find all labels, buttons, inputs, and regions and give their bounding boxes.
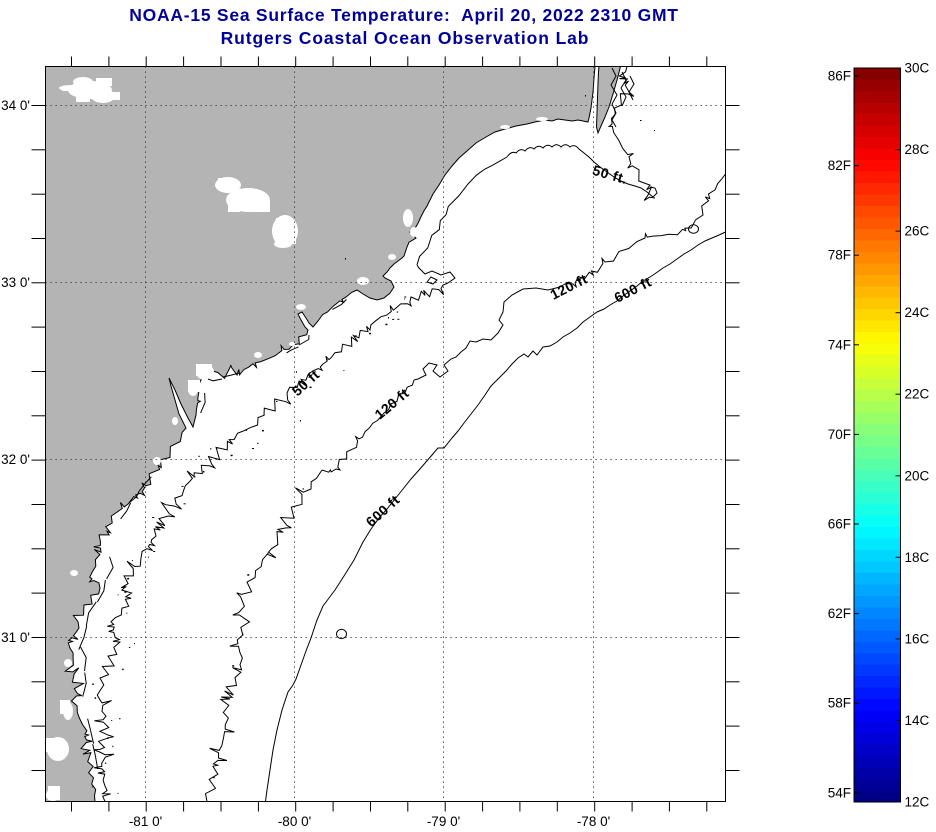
svg-text:16C: 16C [905, 631, 930, 646]
svg-text:NOAA-15 Sea Surface Temperatur: NOAA-15 Sea Surface Temperature: April 2… [129, 5, 678, 25]
svg-text:Rutgers Coastal Ocean Observat: Rutgers Coastal Ocean Observation Lab [221, 28, 590, 48]
svg-text:58F: 58F [828, 696, 851, 711]
svg-text:-79 0': -79 0' [427, 814, 460, 829]
svg-text:31 0': 31 0' [1, 630, 30, 645]
svg-text:54F: 54F [828, 785, 851, 800]
svg-text:26C: 26C [905, 224, 930, 239]
svg-text:-80 0': -80 0' [278, 814, 311, 829]
svg-text:20C: 20C [905, 468, 930, 483]
svg-text:14C: 14C [905, 713, 930, 728]
svg-text:78F: 78F [828, 248, 851, 263]
svg-text:24C: 24C [905, 305, 930, 320]
svg-text:-81 0': -81 0' [129, 814, 162, 829]
svg-text:32 0': 32 0' [1, 452, 30, 467]
svg-text:-78 0': -78 0' [577, 814, 610, 829]
svg-text:74F: 74F [828, 337, 851, 352]
svg-text:62F: 62F [828, 606, 851, 621]
svg-text:22C: 22C [905, 387, 930, 402]
svg-text:28C: 28C [905, 142, 930, 157]
svg-text:86F: 86F [828, 69, 851, 84]
svg-text:18C: 18C [905, 550, 930, 565]
svg-text:30C: 30C [905, 61, 930, 76]
svg-text:82F: 82F [828, 158, 851, 173]
svg-text:12C: 12C [905, 795, 930, 810]
svg-text:66F: 66F [828, 517, 851, 532]
svg-text:33 0': 33 0' [1, 275, 30, 290]
svg-text:34 0': 34 0' [1, 98, 30, 113]
svg-text:70F: 70F [828, 427, 851, 442]
